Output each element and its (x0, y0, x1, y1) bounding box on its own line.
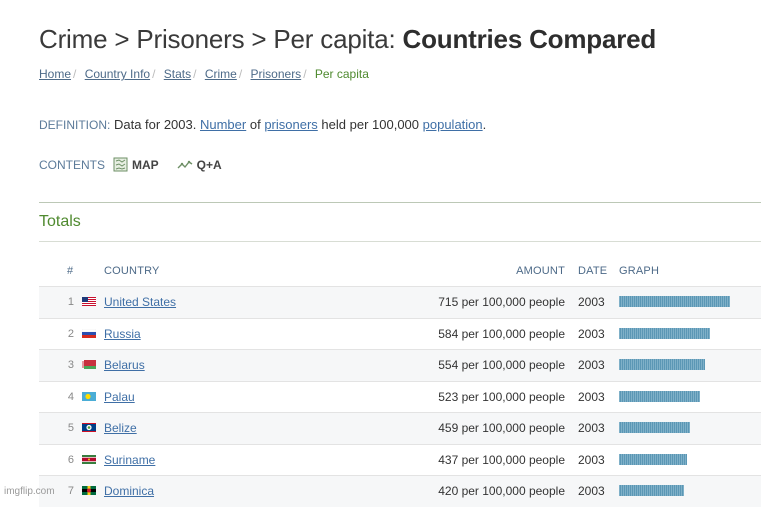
breadcrumb-country-info[interactable]: Country Info (84, 67, 151, 81)
row-rank: 2 (67, 327, 74, 340)
table-row: 2 Russia 584 per 100,000 people 2003 (39, 317, 761, 350)
breadcrumb-home[interactable]: Home (39, 67, 72, 81)
rank-column-header: # (67, 265, 74, 277)
belarus-flag-icon (82, 360, 96, 369)
row-date: 2003 (578, 484, 605, 498)
row-amount: 437 per 100,000 people (438, 452, 565, 467)
map-link-label: MAP (132, 157, 159, 172)
country-link[interactable]: Palau (104, 389, 135, 404)
contents-bar: CONTENTS MAP Q+A (39, 157, 222, 172)
page-title: Crime > Prisoners > Per capita: Countrie… (39, 24, 656, 55)
definition-text: of (249, 117, 261, 132)
graph-bar (619, 296, 730, 307)
row-date: 2003 (578, 421, 605, 435)
country-link[interactable]: United States (104, 295, 177, 309)
table-row: 3 Belarus 554 per 100,000 people 2003 (39, 349, 761, 381)
country-link[interactable]: Suriname (104, 452, 156, 467)
row-amount: 554 per 100,000 people (438, 358, 565, 372)
section-divider (39, 241, 761, 242)
definition-label: DEFINITION: (39, 118, 111, 132)
russia-flag-icon (82, 328, 96, 338)
row-date: 2003 (578, 452, 605, 467)
breadcrumb-separator: / (303, 67, 307, 81)
row-amount: 584 per 100,000 people (438, 326, 565, 341)
definition-text: held per 100,000 (321, 117, 420, 132)
suriname-flag-icon (82, 454, 96, 464)
breadcrumb-prisoners[interactable]: Prisoners (250, 67, 302, 81)
watermark: imgflip.com (4, 486, 55, 497)
country-link[interactable]: Belarus (104, 358, 145, 372)
row-amount: 523 per 100,000 people (438, 389, 565, 404)
row-rank: 6 (67, 453, 74, 466)
country-link[interactable]: Belize (104, 421, 137, 435)
row-date: 2003 (578, 389, 605, 404)
section-title: Totals (39, 213, 81, 230)
prisoners-link[interactable]: prisoners (264, 117, 318, 132)
map-icon (113, 157, 128, 172)
row-date: 2003 (578, 326, 605, 341)
breadcrumb-separator: / (238, 67, 243, 81)
table-row: 4 Palau 523 per 100,000 people 2003 (39, 380, 761, 413)
breadcrumb-current: Per capita (314, 67, 369, 81)
row-rank: 4 (67, 390, 74, 403)
country-table: 1 United States 715 per 100,000 people 2… (39, 286, 761, 507)
definition-text: Data for 2003. (113, 117, 197, 132)
row-amount: 715 per 100,000 people (438, 295, 565, 309)
graph-column-header: GRAPH (619, 265, 660, 277)
row-date: 2003 (578, 358, 605, 372)
row-date: 2003 (578, 295, 605, 309)
graph-bar (619, 453, 687, 465)
chart-line-icon (177, 160, 193, 168)
table-row: 6 Suriname 437 per 100,000 people 2003 (39, 443, 761, 476)
country-column-header[interactable]: COUNTRY (104, 265, 160, 277)
breadcrumb-separator: / (73, 67, 77, 81)
amount-column-header[interactable]: AMOUNT (516, 265, 565, 277)
row-amount: 459 per 100,000 people (438, 421, 565, 435)
definition: DEFINITION: Data for 2003. Number of pri… (39, 117, 486, 132)
country-link[interactable]: Russia (104, 326, 141, 341)
page-title-prefix: Crime > Prisoners > Per capita: (39, 24, 396, 54)
belize-flag-icon (82, 423, 96, 432)
table-header: # COUNTRY AMOUNT DATE GRAPH (39, 256, 761, 286)
number-link[interactable]: Number (199, 117, 247, 132)
row-amount: 420 per 100,000 people (438, 484, 565, 498)
qa-link[interactable]: Q+A (177, 158, 222, 172)
row-rank: 5 (67, 422, 74, 434)
row-rank: 1 (67, 296, 74, 308)
breadcrumb-stats[interactable]: Stats (163, 67, 192, 81)
graph-bar (619, 485, 684, 496)
graph-bar (619, 327, 710, 339)
contents-label: CONTENTS (39, 157, 105, 172)
graph-bar (619, 359, 705, 370)
page-title-bold: Countries Compared (402, 24, 657, 54)
breadcrumb: Home / Country Info / Stats / Crime / Prison… (39, 67, 369, 81)
table-row: 7 Dominica 420 per 100,000 people 2003 (39, 475, 761, 507)
definition-text: . (482, 117, 487, 132)
date-column-header[interactable]: DATE (578, 265, 608, 277)
us-flag-icon (82, 297, 96, 306)
graph-bar (619, 422, 690, 433)
table-row: 5 Belize 459 per 100,000 people 2003 (39, 412, 761, 444)
row-rank: 7 (67, 485, 74, 497)
section-divider (39, 202, 761, 203)
qa-link-label: Q+A (196, 157, 222, 172)
map-link[interactable]: MAP (113, 157, 159, 172)
palau-flag-icon (82, 391, 96, 401)
table-row: 1 United States 715 per 100,000 people 2… (39, 286, 761, 318)
row-rank: 3 (67, 359, 74, 371)
breadcrumb-separator: / (152, 67, 156, 81)
country-link[interactable]: Dominica (104, 484, 155, 498)
breadcrumb-separator: / (193, 67, 197, 81)
population-link[interactable]: population (422, 117, 483, 132)
dominica-flag-icon (82, 486, 96, 495)
breadcrumb-crime[interactable]: Crime (204, 67, 237, 81)
graph-bar (619, 390, 700, 402)
